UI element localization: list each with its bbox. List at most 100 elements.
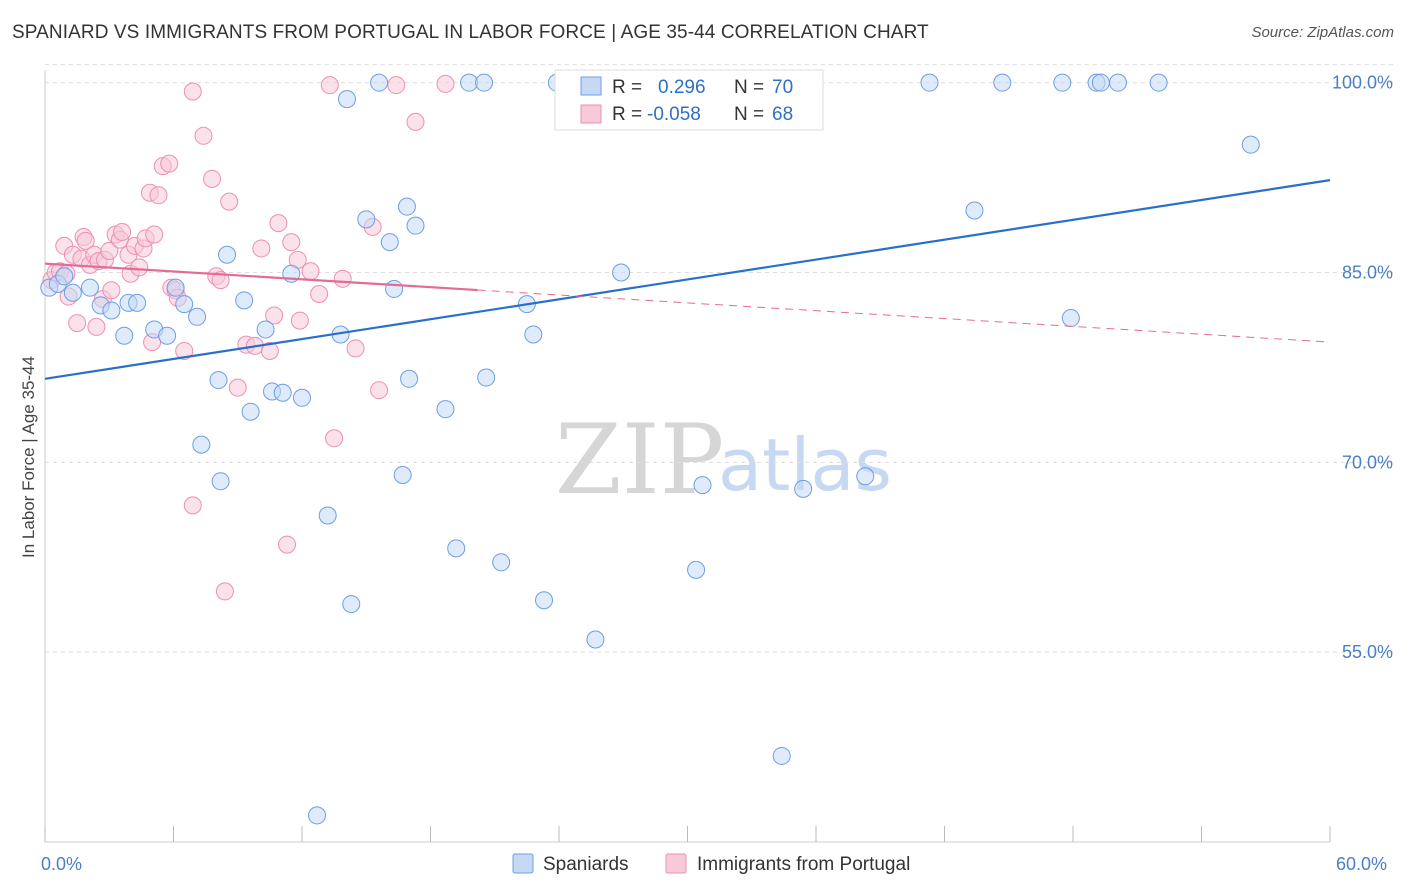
trend-line-spaniards: [44, 179, 1331, 380]
trend-line-portugal-solid: [44, 262, 478, 292]
spaniard-point-7: [115, 326, 134, 345]
portugal-point-56: [301, 262, 320, 281]
watermark: ZIP atlas: [555, 404, 892, 516]
spaniard-point-55: [693, 476, 712, 495]
spaniard-point-21: [256, 320, 275, 339]
spaniard-point-44: [492, 553, 511, 572]
spaniard-point-59: [856, 467, 875, 486]
bottom-legend: Spaniards Immigrants from Portugal: [512, 853, 910, 875]
spaniard-point-58: [794, 479, 813, 498]
x-tick-label-min: 0.0%: [41, 854, 82, 874]
portugal-point-49: [260, 341, 279, 360]
grid-lines: [45, 64, 1395, 653]
spaniard-point-6: [102, 301, 121, 320]
portugal-point-52: [278, 535, 297, 554]
y-tick-label-55: 55.0%: [1342, 642, 1393, 662]
spaniard-point-3: [63, 283, 82, 302]
spaniard-point-23: [273, 383, 292, 402]
spaniard-point-62: [993, 73, 1012, 92]
y-tick-label-85: 85.0%: [1342, 262, 1393, 282]
spaniard-point-54: [687, 560, 706, 579]
spaniard-point-63: [1053, 73, 1072, 92]
spaniard-point-61: [965, 201, 984, 220]
x-tick-label-max: 60.0%: [1336, 854, 1387, 874]
bottom-legend-label-portugal: Immigrants from Portugal: [697, 854, 910, 875]
spaniard-point-38: [406, 216, 425, 235]
spaniard-point-37: [400, 369, 419, 388]
spaniard-point-69: [1241, 135, 1260, 154]
spaniard-point-42: [475, 73, 494, 92]
spaniard-point-47: [535, 591, 554, 610]
spaniard-point-9: [128, 293, 147, 312]
spaniard-point-4: [80, 278, 99, 297]
spaniard-point-2: [55, 267, 74, 286]
portugal-point-66: [436, 74, 455, 93]
spaniard-point-67: [1108, 73, 1127, 92]
portugal-point-13: [87, 317, 106, 336]
portugal-point-33: [160, 154, 179, 173]
portugal-point-57: [310, 285, 329, 304]
y-tick-label-70: 70.0%: [1342, 452, 1393, 472]
portugal-point-31: [149, 186, 168, 205]
spaniard-point-20: [241, 402, 260, 421]
portugal-point-39: [183, 496, 202, 515]
trend-lines: [44, 179, 1331, 380]
portugal-point-61: [346, 339, 365, 358]
spaniard-point-12: [166, 278, 185, 297]
portugal-point-65: [406, 112, 425, 131]
portugal-point-38: [183, 82, 202, 101]
trend-line-portugal-dashed: [477, 289, 1331, 343]
legend-r-label-2: R =: [612, 104, 642, 125]
spaniard-point-32: [370, 73, 389, 92]
portugal-point-53: [282, 233, 301, 252]
portugal-point-30: [145, 225, 164, 244]
legend-n-value-2: 68: [772, 104, 793, 125]
portugal-point-58: [320, 76, 339, 95]
portugal-point-67: [215, 582, 234, 601]
portugal-point-10: [76, 231, 95, 250]
watermark-zip: ZIP: [555, 404, 724, 516]
legend-n-label-2: N =: [734, 104, 764, 125]
legend-r-value-1: 0.296: [658, 77, 706, 98]
portugal-point-59: [325, 429, 344, 448]
spaniard-point-25: [293, 388, 311, 407]
portugal-point-37: [175, 341, 194, 360]
source-label: Source: ZipAtlas.com: [1251, 24, 1394, 41]
spaniard-point-33: [380, 233, 399, 252]
spaniard-point-34: [385, 279, 404, 298]
portugal-point-50: [265, 306, 284, 325]
spaniard-point-16: [209, 371, 228, 390]
portugal-point-48: [252, 239, 271, 258]
spaniard-point-17: [211, 472, 230, 491]
spaniard-point-68: [1149, 73, 1168, 92]
y-tick-labels: 55.0% 70.0% 85.0% 100.0%: [1332, 73, 1393, 663]
spaniard-point-14: [188, 307, 207, 326]
spaniard-point-15: [192, 435, 211, 454]
y-axis-label: In Labor Force | Age 35-44: [19, 356, 38, 558]
portugal-point-63: [370, 381, 389, 400]
spaniard-point-46: [524, 325, 543, 344]
spaniard-point-27: [318, 506, 337, 525]
spaniard-point-11: [158, 326, 177, 345]
spaniard-point-35: [393, 465, 412, 484]
portugal-point-44: [220, 192, 239, 211]
series-immigrants-from-portugal: [42, 74, 455, 601]
spaniard-point-19: [235, 291, 254, 310]
spaniard-point-26: [307, 806, 326, 825]
spaniard-point-66: [1091, 73, 1110, 92]
portugal-point-7: [68, 314, 87, 333]
spaniard-point-18: [218, 245, 237, 264]
top-legend: R = 0.296 N = 70 R = -0.058 N = 68: [554, 69, 824, 131]
portugal-point-41: [203, 169, 222, 188]
legend-r-value-2: -0.058: [647, 104, 701, 125]
portugal-point-43: [211, 271, 230, 290]
legend-n-value-1: 70: [772, 77, 793, 98]
portugal-point-40: [194, 126, 213, 145]
spaniard-point-13: [175, 295, 194, 314]
bottom-legend-label-spaniards: Spaniards: [543, 854, 629, 875]
portugal-point-45: [228, 378, 247, 397]
portugal-point-18: [102, 281, 121, 300]
spaniard-point-57: [772, 746, 791, 765]
spaniard-point-64: [1061, 309, 1080, 328]
